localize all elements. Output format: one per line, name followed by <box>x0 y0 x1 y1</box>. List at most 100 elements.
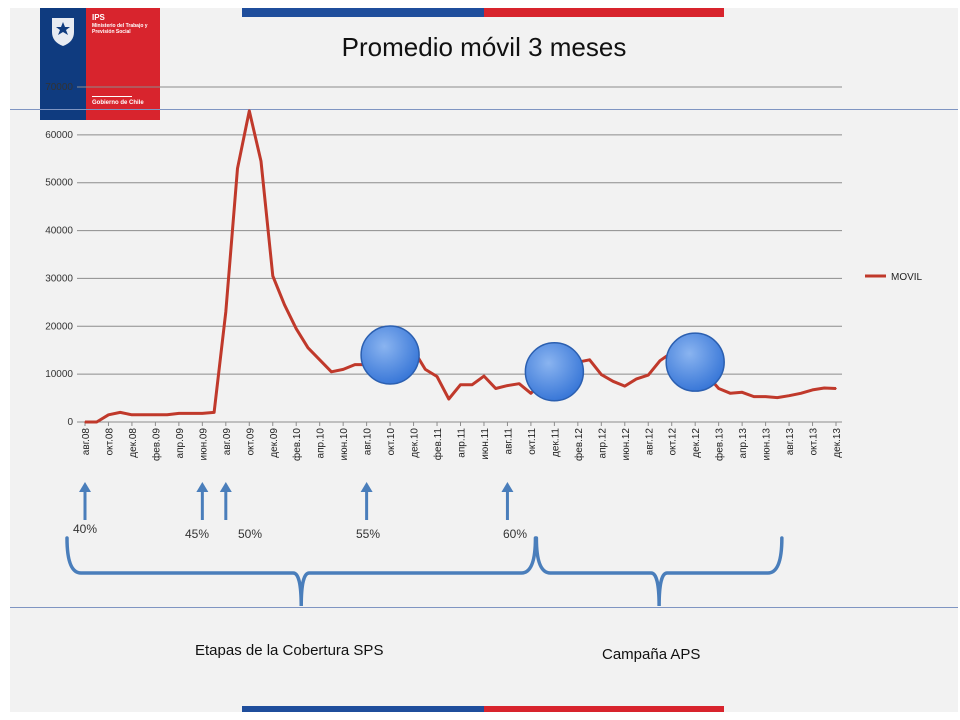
legend-label: MOVIL <box>891 272 923 283</box>
highlight-circle-окт.10 <box>360 325 420 385</box>
x-tick-label: дек.09 <box>269 428 280 458</box>
sps-coverage-label: Etapas de la Cobertura SPS <box>195 642 384 659</box>
data-point <box>835 387 837 390</box>
data-point <box>811 389 814 391</box>
x-tick-label: июн.10 <box>339 428 350 461</box>
data-point <box>635 378 638 380</box>
data-point <box>260 160 262 162</box>
data-point <box>166 414 168 416</box>
logo-brand-text: IPS <box>92 13 105 22</box>
x-tick-label: авг.08 <box>81 428 92 456</box>
x-tick-label: окт.08 <box>104 428 115 456</box>
data-point <box>283 303 286 306</box>
bottom-brand-bar-blue <box>242 706 484 712</box>
top-brand-bar-red <box>484 8 724 17</box>
x-tick-label: фев.10 <box>291 428 303 461</box>
annotation-label-40: 40% <box>73 522 98 536</box>
slide: IPS Ministerio del Trabajo y Previsión S… <box>10 8 958 712</box>
logo-government-text: Gobierno de Chile <box>92 100 144 106</box>
top-brand-bar-blue <box>242 8 484 17</box>
x-tick-label: дек.11 <box>550 428 561 457</box>
bottom-brand-bar-red <box>484 706 724 712</box>
x-tick-label: апр.11 <box>457 428 468 458</box>
x-tick-label: фев.12 <box>573 428 585 461</box>
data-point <box>483 375 485 377</box>
sps-coverage-brace <box>65 536 538 607</box>
y-tick-label: 20000 <box>45 321 73 332</box>
data-point <box>764 395 767 398</box>
data-point <box>201 412 204 415</box>
data-point <box>154 414 157 416</box>
annotation-label-45: 45% <box>185 527 210 541</box>
arrow-head <box>219 482 232 492</box>
x-tick-label: окт.11 <box>527 428 538 455</box>
x-tick-label: дек.12 <box>691 428 702 458</box>
data-point <box>248 110 251 112</box>
x-tick-label: авг.13 <box>785 428 796 456</box>
data-point <box>799 392 802 395</box>
data-point <box>741 391 743 394</box>
y-tick-label: 60000 <box>45 130 73 141</box>
legend: MOVIL <box>865 272 923 283</box>
highlight-circle-дек.11 <box>524 342 585 402</box>
arrow-head <box>501 482 514 492</box>
data-point <box>131 414 133 416</box>
data-point <box>753 395 755 398</box>
x-tick-label: дек.08 <box>128 428 139 458</box>
x-tick-label: апр.09 <box>175 428 186 459</box>
data-point <box>823 387 826 389</box>
data-point <box>729 392 732 395</box>
data-point <box>318 358 321 361</box>
coat-of-arms-icon <box>52 18 74 46</box>
y-tick-label: 50000 <box>45 178 73 189</box>
y-tick-label: 0 <box>67 417 73 428</box>
series-line-movil <box>85 109 837 424</box>
highlight-circle-дек.12 <box>665 332 725 392</box>
x-tick-label: фев.11 <box>432 428 444 461</box>
x-tick-label: авг.12 <box>644 428 655 456</box>
x-tick-label: фев.09 <box>150 428 162 461</box>
x-tick-label: апр.13 <box>738 428 749 459</box>
annotation-arrow <box>196 482 209 520</box>
data-point <box>447 398 450 400</box>
data-point <box>459 383 462 386</box>
x-tick-label: июн.12 <box>621 428 632 461</box>
data-point <box>295 327 298 330</box>
x-tick-label: окт.09 <box>245 428 256 456</box>
annotation-arrow <box>219 482 232 520</box>
data-point <box>588 358 591 361</box>
data-point <box>530 392 532 395</box>
data-point <box>213 411 215 414</box>
x-tick-label: дек.13 <box>832 428 843 458</box>
data-point <box>330 370 333 373</box>
data-point <box>225 311 227 313</box>
line-chart: 0 10000 20000 30000 40000 50000 60000 70000 авг.… <box>45 82 923 607</box>
x-tick-label: июн.09 <box>198 428 209 461</box>
data-point <box>342 368 344 371</box>
x-tick-label: апр.10 <box>316 428 327 459</box>
chart-title: Promedio móvil 3 meses <box>341 32 627 62</box>
data-point <box>142 414 145 416</box>
data-point <box>119 411 122 414</box>
x-tick-label: окт.12 <box>668 428 679 456</box>
logo-ministry-text: Ministerio del Trabajo y Previsión Socia… <box>92 23 148 35</box>
y-tick-label: 70000 <box>45 82 73 93</box>
x-tick-label: июн.11 <box>480 428 491 460</box>
arrow-head <box>196 482 209 492</box>
logo-divider <box>92 96 132 97</box>
x-tick-label: окт.13 <box>809 428 820 456</box>
x-tick-label: авг.09 <box>222 428 233 456</box>
data-point <box>717 387 720 390</box>
data-point <box>189 412 192 415</box>
x-tick-label: июн.13 <box>762 428 773 461</box>
aps-campaign-label: Campaña APS <box>602 646 701 663</box>
data-point <box>647 374 650 376</box>
data-point <box>436 375 438 378</box>
data-point <box>84 421 86 423</box>
x-tick-label: фев.13 <box>714 428 726 461</box>
footer-rule <box>10 607 958 608</box>
data-point <box>354 363 356 366</box>
data-point <box>271 275 274 277</box>
x-tick-label: апр.12 <box>597 428 608 459</box>
data-point <box>623 385 626 387</box>
